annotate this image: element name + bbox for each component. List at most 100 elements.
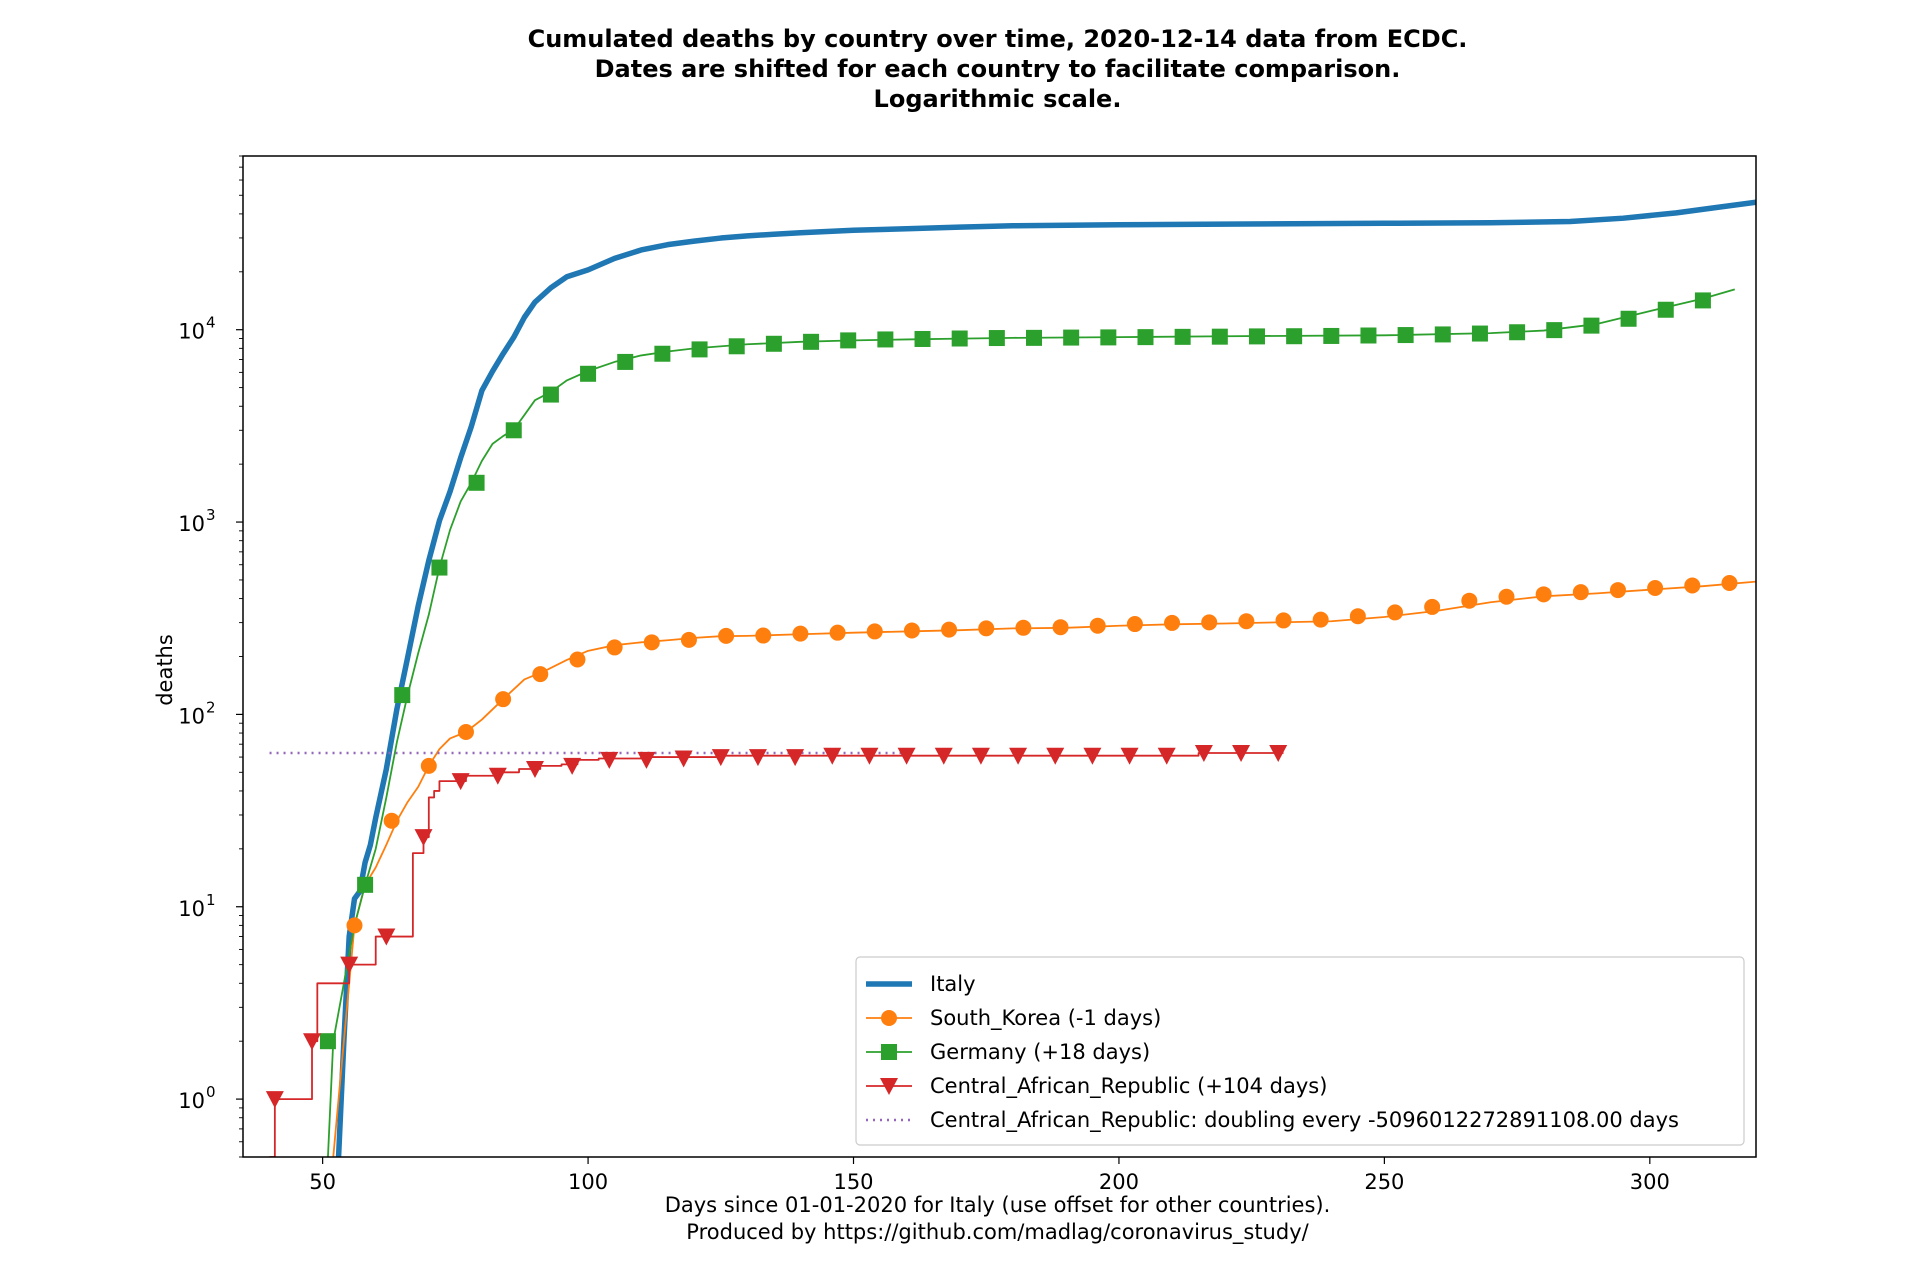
x-tick-label: 250 [1364,1170,1404,1194]
data-point [468,474,485,491]
data-point [823,747,842,765]
legend-entry-label: Italy [930,972,976,996]
data-point [488,767,507,785]
data-point [637,751,656,769]
axes-frame [242,155,1757,1158]
data-point [1349,608,1366,625]
data-point [1157,747,1176,765]
data-point [1471,325,1488,342]
data-point [1546,322,1563,339]
data-point [1232,744,1251,762]
legend-entry-label: Central_African_Republic: doubling every… [930,1108,1679,1133]
data-point [431,559,448,576]
legend-marker [881,1010,897,1026]
data-point [1063,329,1080,346]
chart-title: Cumulated deaths by country over time, 2… [0,24,1920,114]
y-tick-label: 10 [178,1089,205,1113]
data-point [569,651,586,668]
data-point [674,750,693,768]
data-point [1657,301,1674,318]
data-point [951,330,968,347]
data-point [340,956,359,974]
x-tick-label: 100 [568,1170,608,1194]
x-tick-label: 300 [1630,1170,1670,1194]
data-point [1323,327,1340,344]
data-point [840,332,857,349]
data-point [941,621,958,638]
y-tick-label: 10 [178,897,205,921]
data-point [792,625,809,642]
data-point [505,422,522,439]
data-point [542,386,559,403]
data-point [1201,614,1218,631]
data-point [1461,592,1478,609]
series-line [332,580,1756,1157]
data-point [1126,616,1143,633]
plot-area [265,199,1756,1157]
data-point [786,749,805,767]
data-point [829,624,846,641]
y-tick-exponent: 3 [206,506,216,524]
data-point [1572,584,1589,601]
data-point [1194,744,1213,762]
data-point [1046,747,1065,765]
data-point [914,330,931,347]
data-point [877,331,894,348]
data-point [606,639,623,656]
title-line-2: Dates are shifted for each country to fa… [594,55,1401,83]
data-point [1647,580,1664,597]
legend-marker [880,1078,898,1095]
data-point [1434,326,1451,343]
y-tick-exponent: 2 [206,698,216,716]
data-point [346,917,363,934]
data-point [643,634,660,651]
x-axis-label-line-2: Produced by https://github.com/madlag/co… [686,1220,1309,1244]
data-point [728,338,745,355]
data-point [903,622,920,639]
data-point [711,749,730,767]
data-point [1026,329,1043,346]
data-point [1137,329,1154,346]
data-point [1174,328,1191,345]
legend-entry-label: South_Korea (-1 days) [930,1006,1161,1031]
data-point [1052,619,1069,636]
data-point [457,724,474,741]
y-tick-exponent: 1 [206,891,216,909]
y-tick-exponent: 4 [206,314,216,332]
data-point [1238,613,1255,630]
data-point [765,335,782,352]
legend-entry-label: Central_African_Republic (+104 days) [930,1074,1327,1099]
data-point [580,365,597,382]
legend-marker [881,1044,897,1060]
data-point [691,341,708,358]
data-point [1424,598,1441,615]
data-point [451,773,470,791]
y-tick-label: 10 [178,704,205,728]
x-tick-label: 150 [833,1170,873,1194]
series-line [335,199,1756,1157]
data-point [1286,328,1303,345]
data-point [357,876,374,893]
data-point [1164,614,1181,631]
data-point [532,666,549,683]
data-point [1100,329,1117,346]
data-point [860,747,879,765]
y-tick-exponent: 0 [206,1083,216,1101]
data-point [1083,747,1102,765]
data-point [718,627,735,644]
y-tick-label: 10 [178,512,205,536]
data-point [1015,619,1032,636]
data-point [971,747,990,765]
data-point [1120,747,1139,765]
data-point [1312,611,1329,628]
data-point [414,829,433,847]
data-point [617,353,634,370]
data-point [934,747,953,765]
data-point [265,1091,284,1109]
data-point [1360,327,1377,344]
data-point [420,757,437,774]
data-point [1684,577,1701,594]
data-point [1387,604,1404,621]
data-point [1009,747,1028,765]
data-point [1509,324,1526,341]
